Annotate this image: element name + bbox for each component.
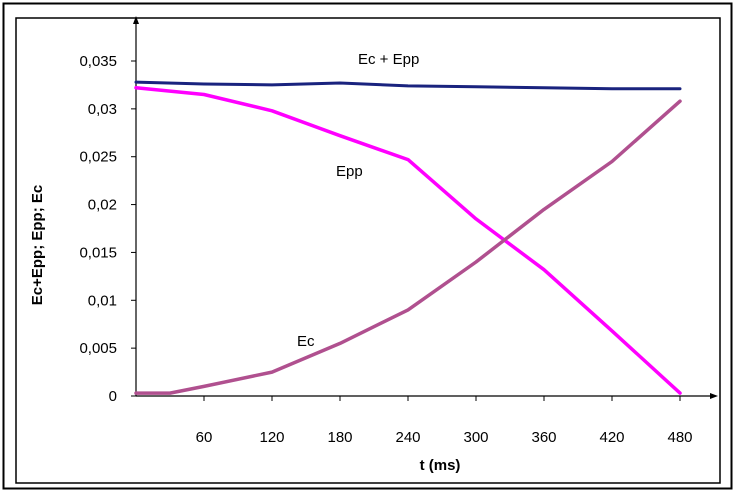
tick-marks	[131, 60, 681, 401]
x-tick-label: 180	[327, 429, 352, 446]
y-tick-label: 0,02	[88, 197, 117, 214]
x-tick-label: 420	[599, 429, 624, 446]
y-tick-labels: 0 0,005 0,01 0,015 0,02 0,025 0,03 0,035	[79, 53, 117, 405]
series-lines	[134, 80, 682, 395]
y-tick-label: 0	[109, 388, 117, 405]
x-tick-label: 120	[259, 429, 284, 446]
x-tick-label: 480	[667, 429, 692, 446]
y-tick-label: 0,035	[79, 53, 117, 70]
x-tick-label: 60	[196, 429, 213, 446]
series-line-ec	[134, 99, 682, 395]
series-label-ec: Ec	[297, 333, 315, 350]
x-tick-label: 240	[395, 429, 420, 446]
y-tick-label: 0,03	[88, 101, 117, 118]
series-line-total	[134, 80, 682, 91]
series-label-epp: Epp	[336, 163, 363, 180]
x-tick-labels: 60 120 180 240 300 360 420 480	[196, 429, 693, 446]
series-label-total: Ec + Epp	[358, 51, 419, 68]
x-axis-title: t (ms)	[420, 457, 461, 474]
y-axis-title: Ec+Epp; Epp; Ec	[29, 185, 46, 305]
x-tick-label: 300	[463, 429, 488, 446]
x-axis-arrow	[710, 393, 718, 399]
y-axis-arrow	[133, 16, 139, 24]
y-tick-label: 0,025	[79, 149, 117, 166]
y-tick-label: 0,005	[79, 340, 117, 357]
plot-border	[15, 17, 721, 484]
x-tick-label: 360	[531, 429, 556, 446]
y-tick-label: 0,015	[79, 244, 117, 261]
series-line-epp	[134, 86, 682, 395]
y-tick-label: 0,01	[88, 292, 117, 309]
